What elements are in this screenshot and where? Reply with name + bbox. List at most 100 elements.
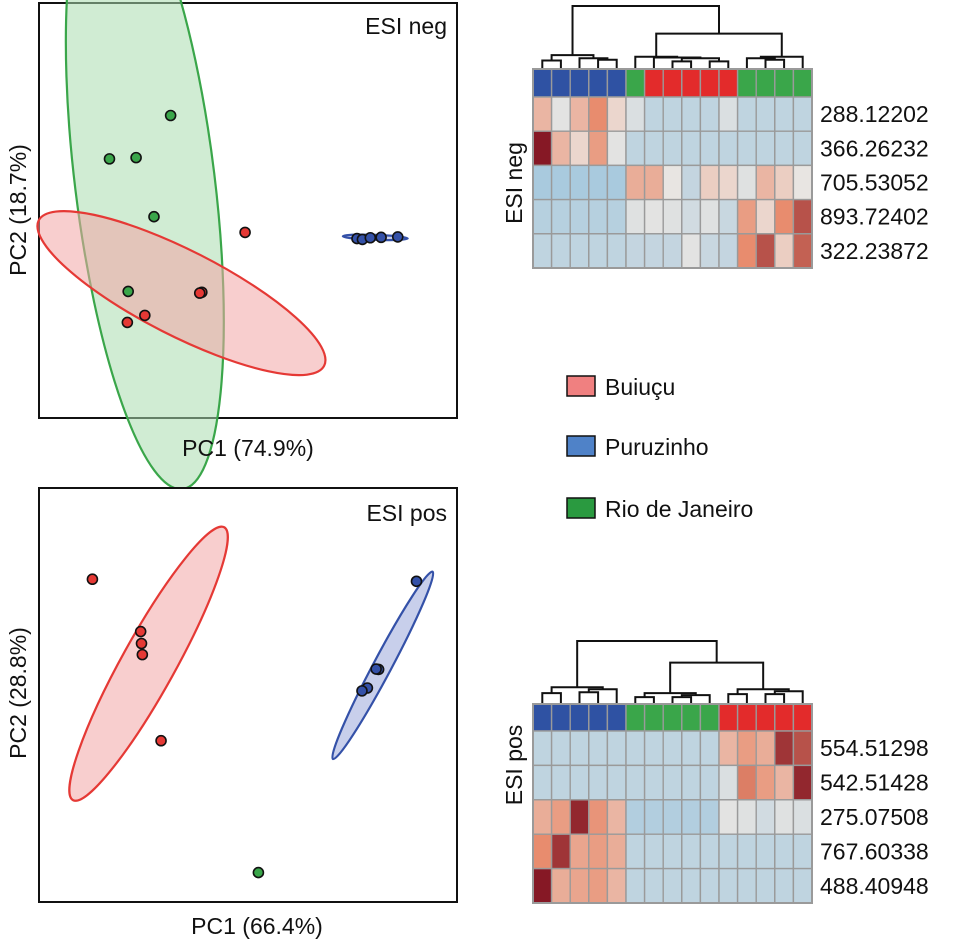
group-bar-cell-rio-esi-neg (774, 68, 795, 98)
heatmap-cell-esi-neg (550, 164, 571, 201)
heatmap-cell-esi-pos (699, 833, 720, 870)
heatmap-cell-esi-pos (774, 833, 795, 870)
group-bar-cell-puruzinho-esi-pos (532, 703, 553, 732)
dendrogram-branch-esi-pos (727, 693, 748, 704)
heatmap-cell-esi-pos (699, 764, 720, 801)
group-bar-cell-buiucu-esi-neg (662, 68, 683, 98)
heatmap-cell-esi-pos (643, 833, 664, 870)
dendrogram-branch-esi-neg (634, 55, 679, 69)
legend-item-rio-de-janeiro: Rio de Janeiro (566, 496, 753, 522)
heatmap-cell-esi-pos (550, 799, 571, 835)
heatmap-cell-esi-pos (532, 833, 553, 870)
heatmap-cell-esi-neg (681, 164, 702, 201)
heatmap-cell-esi-pos (755, 764, 776, 801)
group-bar-cell-rio-esi-pos (662, 703, 683, 732)
heatmap-cell-esi-pos (736, 867, 757, 904)
heatmap-cell-esi-pos (662, 730, 683, 767)
heatmap-cell-esi-neg (569, 198, 590, 235)
heatmap-cell-esi-pos (643, 764, 664, 801)
row-label-esi-pos: 542.51428 (820, 770, 929, 796)
data-point-puruzinho-esi-pos (356, 685, 368, 697)
heatmap-cell-esi-neg (718, 130, 739, 167)
heatmap-cell-esi-pos (550, 730, 571, 767)
heatmap-cell-esi-pos (625, 799, 646, 835)
data-point-buiucu-esi-neg (139, 309, 151, 322)
heatmap-cell-esi-neg (643, 198, 664, 235)
group-bar-cell-puruzinho-esi-pos (606, 703, 627, 732)
heatmap-cell-esi-neg (736, 198, 757, 235)
heatmap-cell-esi-neg (569, 164, 590, 201)
heatmap-cell-esi-pos (569, 833, 590, 870)
heatmap-border-esi-neg (532, 68, 813, 269)
heatmap-cell-esi-pos (550, 833, 571, 870)
heatmap-cell-esi-neg (532, 130, 553, 167)
legend-label-puruzinho: Puruzinho (605, 434, 709, 460)
pca-esi-pos-title: ESI pos (366, 500, 447, 526)
group-bar-cell-puruzinho-esi-neg (532, 68, 553, 98)
heatmap-cell-esi-pos (588, 730, 609, 767)
heatmap-cell-esi-pos (662, 764, 683, 801)
heatmap-cell-esi-pos (755, 799, 776, 835)
heatmap-cell-esi-neg (588, 233, 609, 269)
heatmap-esi-neg-title: ESI neg (501, 142, 527, 224)
heatmap-cell-esi-pos (755, 867, 776, 904)
heatmap-cell-esi-neg (643, 96, 664, 132)
heatmap-cell-esi-neg (699, 130, 720, 167)
heatmap-cell-esi-neg (774, 233, 795, 269)
data-point-buiucu-esi-neg (193, 287, 206, 299)
heatmap-cell-esi-pos (792, 799, 813, 835)
heatmap-cell-esi-neg (625, 233, 646, 269)
heatmap-cell-esi-pos (681, 833, 702, 870)
heatmap-cell-esi-pos (569, 799, 590, 835)
heatmap-cell-esi-neg (569, 233, 590, 269)
heatmap-cell-esi-neg (606, 233, 627, 269)
data-point-rio-de-janeiro-esi-neg (164, 109, 177, 122)
heatmap-cell-esi-pos (681, 730, 702, 767)
pca-esi-pos-ylabel: PC2 (28.8%) (5, 627, 31, 759)
heatmap-cell-esi-pos (588, 833, 609, 870)
heatmap-cell-esi-neg (606, 130, 627, 167)
heatmap-cell-esi-pos (792, 833, 813, 870)
dendrogram-branch-esi-pos (643, 692, 697, 698)
heatmap-cell-esi-pos (774, 799, 795, 835)
data-point-puruzinho-esi-pos (370, 663, 382, 675)
heatmap-cell-esi-neg (643, 164, 664, 201)
heatmap-cell-esi-pos (774, 867, 795, 904)
group-bar-cell-rio-esi-neg (792, 68, 813, 98)
heatmap-cell-esi-pos (736, 730, 757, 767)
group-bar-cell-buiucu-esi-pos (774, 703, 795, 732)
group-bar-cell-rio-esi-neg (625, 68, 646, 98)
data-point-buiucu-esi-neg (121, 316, 134, 329)
heatmap-cell-esi-neg (625, 96, 646, 132)
dendrogram-branch-esi-neg (597, 58, 618, 69)
heatmap-cell-esi-neg (736, 130, 757, 167)
heatmap-cell-esi-neg (792, 96, 813, 132)
heatmap-cell-esi-neg (736, 233, 757, 269)
heatmap-cell-esi-pos (774, 764, 795, 801)
row-label-esi-neg: 288.12202 (820, 101, 929, 127)
data-point-rio-de-janeiro-esi-neg (122, 285, 134, 298)
dendrogram-branch-esi-pos (680, 694, 711, 704)
heatmap-cell-esi-pos (588, 764, 609, 801)
confidence-ellipse-buiucu-esi-neg (36, 210, 327, 377)
heatmap-cell-esi-neg (718, 164, 739, 201)
dendrogram-branch-esi-pos (764, 693, 786, 704)
heatmap-cell-esi-neg (662, 164, 683, 201)
heatmap-cell-esi-neg (699, 233, 720, 269)
legend-label-buiucu: Buiuçu (605, 374, 675, 400)
heatmap-cell-esi-neg (736, 164, 757, 201)
group-bar-cell-puruzinho-esi-neg (588, 68, 609, 98)
group-bar-cell-buiucu-esi-neg (699, 68, 720, 98)
dendrogram-branch-esi-pos (634, 696, 655, 704)
heatmap-cell-esi-pos (625, 764, 646, 801)
heatmap-cell-esi-pos (532, 867, 553, 904)
heatmap-cell-esi-pos (792, 730, 813, 767)
group-bar-cell-puruzinho-esi-neg (550, 68, 571, 98)
dendrogram-branch-esi-pos (773, 690, 804, 704)
heatmap-cell-esi-pos (625, 833, 646, 870)
heatmap-cell-esi-pos (718, 764, 739, 801)
group-bar-cell-rio-esi-pos (699, 703, 720, 732)
heatmap-cell-esi-pos (718, 799, 739, 835)
heatmap-cell-esi-pos (625, 867, 646, 904)
row-label-esi-neg: 893.72402 (820, 204, 929, 230)
